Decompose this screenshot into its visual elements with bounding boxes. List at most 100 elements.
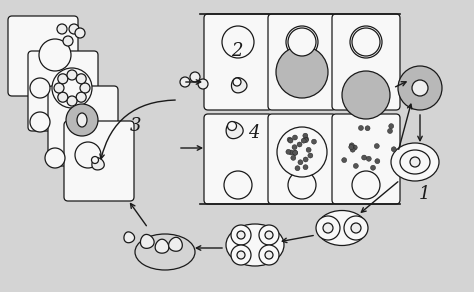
- Circle shape: [398, 66, 442, 110]
- FancyBboxPatch shape: [64, 121, 134, 201]
- PathPatch shape: [231, 78, 247, 93]
- Circle shape: [350, 147, 355, 152]
- Text: 3: 3: [129, 117, 141, 135]
- Text: 4: 4: [248, 124, 259, 142]
- FancyBboxPatch shape: [204, 14, 272, 110]
- FancyBboxPatch shape: [28, 51, 98, 131]
- Circle shape: [342, 158, 346, 163]
- Circle shape: [233, 78, 241, 86]
- Circle shape: [295, 166, 300, 171]
- Ellipse shape: [226, 224, 284, 266]
- Circle shape: [350, 26, 382, 58]
- Circle shape: [349, 145, 354, 150]
- Ellipse shape: [77, 113, 87, 127]
- Circle shape: [91, 157, 99, 164]
- Circle shape: [292, 150, 298, 155]
- Ellipse shape: [400, 150, 430, 174]
- Circle shape: [358, 126, 364, 131]
- Circle shape: [388, 128, 392, 133]
- Circle shape: [231, 225, 251, 245]
- Circle shape: [287, 137, 292, 142]
- Circle shape: [76, 92, 86, 102]
- Circle shape: [292, 135, 298, 140]
- Circle shape: [286, 26, 318, 58]
- Circle shape: [57, 24, 67, 34]
- Circle shape: [228, 121, 237, 131]
- Circle shape: [392, 147, 396, 152]
- FancyBboxPatch shape: [268, 14, 336, 110]
- Circle shape: [349, 143, 354, 148]
- Circle shape: [190, 72, 200, 82]
- Circle shape: [303, 138, 309, 142]
- Circle shape: [265, 251, 273, 259]
- Circle shape: [288, 171, 316, 199]
- Circle shape: [365, 126, 370, 131]
- Circle shape: [298, 160, 303, 165]
- Circle shape: [301, 138, 306, 143]
- Circle shape: [342, 71, 390, 119]
- Ellipse shape: [317, 211, 367, 246]
- Circle shape: [306, 147, 311, 152]
- Circle shape: [63, 36, 73, 46]
- Circle shape: [352, 171, 380, 199]
- Circle shape: [286, 149, 291, 154]
- Circle shape: [276, 46, 328, 98]
- Circle shape: [293, 150, 298, 155]
- Circle shape: [67, 70, 77, 80]
- Circle shape: [375, 159, 380, 164]
- Circle shape: [45, 148, 65, 168]
- FancyBboxPatch shape: [332, 14, 400, 110]
- PathPatch shape: [169, 237, 182, 251]
- Circle shape: [323, 223, 333, 233]
- Circle shape: [237, 231, 245, 239]
- Circle shape: [352, 28, 380, 56]
- Circle shape: [303, 137, 309, 142]
- Circle shape: [80, 83, 90, 93]
- Circle shape: [237, 251, 245, 259]
- Circle shape: [265, 231, 273, 239]
- Circle shape: [54, 83, 64, 93]
- FancyBboxPatch shape: [48, 86, 118, 166]
- Circle shape: [30, 112, 50, 132]
- PathPatch shape: [124, 232, 135, 243]
- Circle shape: [58, 74, 68, 84]
- FancyBboxPatch shape: [204, 114, 272, 204]
- Circle shape: [66, 104, 98, 136]
- Circle shape: [67, 96, 77, 106]
- Circle shape: [288, 138, 293, 143]
- Circle shape: [351, 223, 361, 233]
- Circle shape: [259, 225, 279, 245]
- PathPatch shape: [140, 234, 154, 248]
- Circle shape: [30, 78, 50, 98]
- PathPatch shape: [92, 158, 104, 170]
- Circle shape: [389, 124, 394, 128]
- Circle shape: [75, 28, 85, 38]
- Circle shape: [303, 157, 308, 162]
- Text: 1: 1: [419, 185, 430, 203]
- FancyBboxPatch shape: [268, 114, 336, 204]
- Circle shape: [58, 92, 68, 102]
- Circle shape: [410, 157, 420, 167]
- PathPatch shape: [226, 122, 243, 139]
- FancyBboxPatch shape: [332, 114, 400, 204]
- Circle shape: [311, 139, 317, 144]
- Circle shape: [76, 74, 86, 84]
- Circle shape: [352, 145, 357, 150]
- Circle shape: [353, 164, 358, 168]
- Circle shape: [292, 145, 297, 150]
- FancyBboxPatch shape: [8, 16, 78, 96]
- Text: 2: 2: [231, 42, 243, 60]
- Circle shape: [289, 150, 294, 155]
- Circle shape: [52, 68, 92, 108]
- Circle shape: [198, 79, 208, 89]
- Circle shape: [39, 39, 71, 71]
- Circle shape: [371, 165, 375, 170]
- Circle shape: [69, 24, 79, 34]
- Circle shape: [224, 171, 252, 199]
- Circle shape: [344, 216, 368, 240]
- Circle shape: [366, 156, 371, 161]
- Circle shape: [374, 144, 379, 149]
- Circle shape: [303, 165, 308, 170]
- Circle shape: [303, 133, 308, 138]
- Circle shape: [316, 216, 340, 240]
